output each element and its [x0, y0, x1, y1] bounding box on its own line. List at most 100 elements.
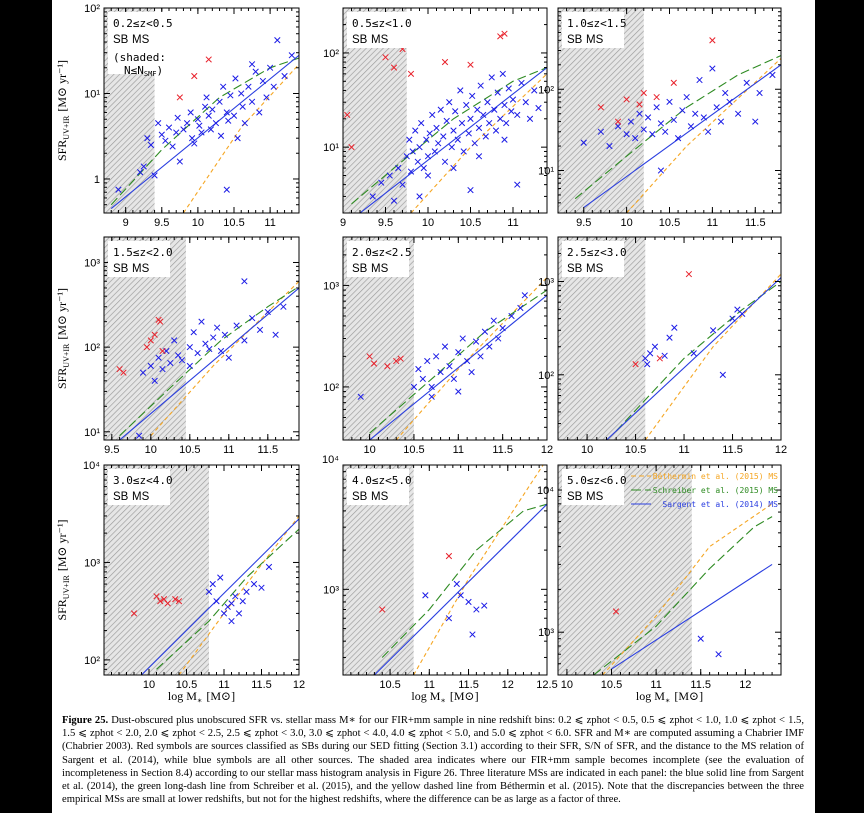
x-tick-label: 11 — [218, 679, 229, 691]
ms-point — [653, 104, 660, 111]
ms-point — [494, 89, 501, 96]
ms-point — [715, 651, 722, 658]
ms-point — [475, 124, 483, 132]
sb-point — [176, 94, 183, 101]
sargent-ms-line — [611, 563, 773, 670]
sb-point — [656, 355, 663, 362]
ms-point — [666, 334, 673, 341]
ms-point — [531, 87, 538, 94]
ms-point — [467, 186, 474, 194]
panel-title: 5.0≤z<6.0 — [567, 474, 627, 487]
ms-point — [508, 108, 515, 115]
plot-area — [116, 278, 299, 440]
y-tick-label: 10³ — [538, 277, 554, 289]
x-axis-label-sub: ∗ — [440, 696, 445, 705]
x-tick-label: 9 — [340, 217, 346, 229]
plot-area — [357, 277, 547, 440]
sb-point — [348, 143, 355, 151]
ms-point — [486, 119, 493, 127]
label-box — [347, 469, 409, 505]
ms-point — [186, 362, 193, 370]
y-axis-label: SFRUV+IR [M⊙ yr⁻¹] — [55, 60, 71, 161]
ms-point — [646, 350, 654, 357]
ms-point — [415, 365, 422, 373]
ms-point — [248, 98, 256, 105]
ms-point — [432, 353, 440, 360]
ms-point — [221, 331, 229, 338]
y-tick-label: 10⁴ — [83, 460, 100, 472]
ms-point — [501, 136, 508, 143]
ms-point — [178, 357, 186, 364]
x-tick-label: 9.5 — [378, 217, 393, 229]
panel-frame — [557, 236, 782, 441]
ms-point — [687, 123, 695, 130]
ms-point — [437, 368, 444, 376]
ms-point — [369, 193, 376, 200]
ms-point — [495, 335, 502, 342]
x-tick-label: 10 — [422, 217, 434, 229]
ms-point — [472, 338, 480, 345]
y-tick-label: 10³ — [538, 627, 554, 639]
sb-point — [366, 353, 373, 360]
ms-point — [188, 135, 196, 142]
x-tick-label: 11.5 — [745, 217, 766, 229]
ms-point — [212, 119, 220, 127]
ms-point — [217, 574, 224, 581]
ms-point — [509, 96, 517, 103]
schreiber-ms-line — [593, 516, 773, 675]
sb-point — [670, 79, 677, 86]
y-tick-label: 10³ — [323, 584, 339, 596]
ms-point — [280, 303, 287, 310]
ms-point — [769, 71, 776, 79]
x-tick-label: 10.5 — [223, 217, 244, 229]
shaded-note: (shaded: — [113, 51, 166, 64]
ms-point — [288, 52, 295, 59]
ms-point — [228, 617, 235, 625]
bethermin-ms-line — [644, 273, 781, 440]
ms-point — [743, 79, 750, 86]
panel-frame — [103, 236, 300, 441]
ms-point — [265, 563, 273, 571]
ms-point — [186, 343, 193, 351]
sb-point — [501, 30, 508, 37]
ms-point — [410, 383, 418, 391]
ms-point — [194, 349, 201, 357]
ms-point — [250, 580, 258, 588]
ms-point — [440, 133, 447, 140]
ms-point — [176, 158, 183, 165]
ms-point — [431, 148, 438, 155]
x-tick-label: 11.5 — [258, 444, 279, 456]
x-tick-label: 12 — [775, 444, 787, 456]
bethermin-ms-line — [410, 73, 547, 213]
sargent-ms-line — [374, 503, 547, 675]
y-tick-label: 10³ — [84, 557, 100, 569]
ms-point — [709, 327, 717, 334]
ms-point — [281, 72, 288, 80]
y-tick-label: 10³ — [323, 280, 339, 292]
sb-point — [497, 33, 504, 40]
ms-point — [697, 635, 704, 642]
ms-point — [457, 87, 464, 94]
ms-point — [249, 314, 256, 322]
panel-3: 9.5 10 10.5 11 11.5 10¹ 10² 1.0≤z<1.5 SB MS — [538, 7, 782, 229]
ms-point — [719, 371, 726, 378]
ms-point — [460, 148, 467, 155]
x-tick-label: 11 — [264, 217, 275, 229]
legend-label: Schreiber et al. (2015) MS — [653, 486, 778, 495]
ms-point — [454, 136, 461, 143]
ms-point — [171, 337, 178, 344]
y-axis-label-main: SFR — [55, 599, 69, 620]
ms-point — [644, 114, 652, 121]
ms-point — [190, 329, 197, 336]
panel-title: 4.0≤z<5.0 — [352, 474, 412, 487]
ms-point — [140, 163, 147, 170]
ms-point — [651, 343, 659, 350]
y-tick-label: 1 — [94, 174, 100, 186]
ms-point — [453, 580, 460, 588]
ms-point — [191, 140, 198, 147]
ms-point — [227, 92, 234, 99]
schreiber-ms-line — [574, 54, 781, 200]
ms-point — [220, 610, 228, 617]
ms-point — [151, 377, 158, 384]
ms-point — [692, 110, 699, 117]
